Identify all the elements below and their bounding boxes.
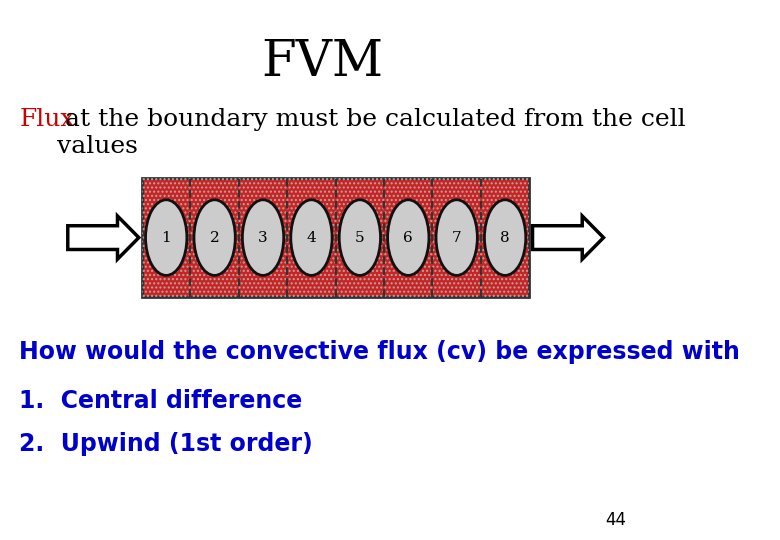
Text: 6: 6 bbox=[403, 231, 413, 245]
Text: at the boundary must be calculated from the cell
values: at the boundary must be calculated from … bbox=[57, 108, 686, 158]
Text: FVM: FVM bbox=[262, 38, 384, 87]
Ellipse shape bbox=[291, 200, 332, 275]
Text: 3: 3 bbox=[258, 231, 268, 245]
Text: 44: 44 bbox=[605, 511, 626, 529]
Ellipse shape bbox=[146, 200, 187, 275]
Ellipse shape bbox=[339, 200, 381, 275]
Text: Flux: Flux bbox=[20, 108, 75, 131]
Text: 7: 7 bbox=[452, 231, 462, 245]
Text: 1.  Central difference: 1. Central difference bbox=[20, 389, 303, 413]
Bar bbox=[142, 178, 530, 297]
Ellipse shape bbox=[243, 200, 284, 275]
Ellipse shape bbox=[436, 200, 477, 275]
Text: 5: 5 bbox=[355, 231, 365, 245]
Text: 4: 4 bbox=[307, 231, 317, 245]
Text: How would the convective flux (cv) be expressed with: How would the convective flux (cv) be ex… bbox=[20, 340, 740, 364]
Ellipse shape bbox=[388, 200, 429, 275]
Text: 2: 2 bbox=[210, 231, 219, 245]
Ellipse shape bbox=[484, 200, 526, 275]
Text: 8: 8 bbox=[500, 231, 510, 245]
Text: 1: 1 bbox=[161, 231, 171, 245]
Ellipse shape bbox=[194, 200, 236, 275]
Text: 2.  Upwind (1st order): 2. Upwind (1st order) bbox=[20, 432, 313, 456]
Bar bbox=[142, 178, 530, 297]
Polygon shape bbox=[533, 216, 604, 259]
Polygon shape bbox=[68, 216, 139, 259]
